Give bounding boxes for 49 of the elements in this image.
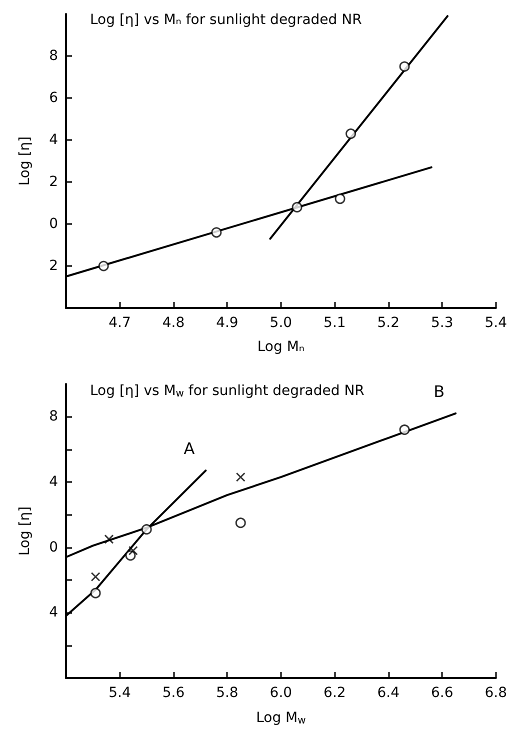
x-axis-title: Log Mₙ xyxy=(257,339,304,355)
x-tick-label: 5.2 xyxy=(377,315,400,331)
point xyxy=(334,194,346,204)
y-tick-label: 6 xyxy=(49,90,58,106)
x-tick-label: 5.0 xyxy=(270,315,292,331)
point xyxy=(236,472,246,482)
point xyxy=(104,534,114,544)
x-tick-label: 6.0 xyxy=(270,685,292,701)
x-tick-label: 5.6 xyxy=(162,685,185,701)
x-tick-label: 6.6 xyxy=(431,685,454,701)
chart-title: Log [η] vs Mₙ for sunlight degraded NR xyxy=(90,12,362,28)
y-tick-label: 2 xyxy=(49,174,58,190)
point xyxy=(399,61,410,72)
point xyxy=(125,550,136,561)
series-label: B xyxy=(434,382,445,401)
point xyxy=(235,518,246,528)
x-tick-label: 6.4 xyxy=(377,685,400,701)
x-tick-label: 5.4 xyxy=(108,685,131,701)
y-tick-label: 8 xyxy=(49,48,58,64)
point xyxy=(141,524,152,535)
point xyxy=(98,260,109,272)
x-axis-title: Log Mw xyxy=(256,710,306,726)
x-tick-label: 4.8 xyxy=(162,315,185,331)
x-tick-label: 6.2 xyxy=(324,685,346,701)
x-tick-label: 6.8 xyxy=(484,685,507,701)
y-axis-title: Log [η] xyxy=(17,136,33,186)
point xyxy=(90,572,100,582)
y-tick-label: 2 xyxy=(49,258,58,274)
y-tick-label: 0 xyxy=(49,216,58,232)
x-tick-label: 4.9 xyxy=(216,315,238,331)
x-tick-label: 5.4 xyxy=(484,315,508,331)
x-tick-label: 5.8 xyxy=(216,685,238,701)
x-tick-label: 4.7 xyxy=(108,315,131,331)
y-tick-label: 4 xyxy=(49,604,58,621)
point xyxy=(292,202,302,212)
point xyxy=(346,128,356,139)
x-tick-label: 5.3 xyxy=(431,315,454,331)
y-tick-label: 4 xyxy=(49,474,58,490)
point xyxy=(211,227,222,238)
y-axis-title: Log [η] xyxy=(17,506,33,556)
point xyxy=(128,546,138,556)
point xyxy=(399,424,410,435)
series-label: A xyxy=(184,439,195,458)
y-tick-label: 8 xyxy=(49,408,58,425)
chart-title: Log [η] vs Mw for sunlight degraded NR xyxy=(90,383,365,400)
point xyxy=(90,588,101,598)
y-tick-label: 4 xyxy=(49,132,58,148)
x-tick-label: 5.1 xyxy=(324,315,346,331)
y-tick-label: 0 xyxy=(49,539,58,556)
